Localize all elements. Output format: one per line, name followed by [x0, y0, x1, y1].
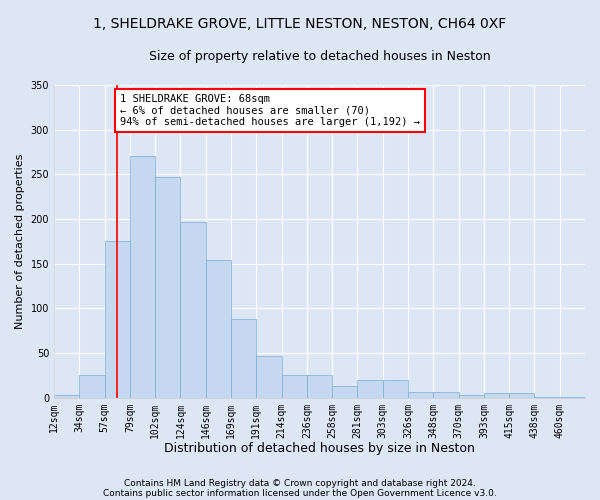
Bar	[383, 380, 408, 398]
Bar	[231, 319, 256, 398]
Text: 1, SHELDRAKE GROVE, LITTLE NESTON, NESTON, CH64 0XF: 1, SHELDRAKE GROVE, LITTLE NESTON, NESTO…	[94, 18, 506, 32]
Bar	[54, 395, 79, 398]
Bar	[79, 376, 104, 398]
Bar	[560, 397, 585, 398]
Text: Contains public sector information licensed under the Open Government Licence v3: Contains public sector information licen…	[103, 488, 497, 498]
Bar	[535, 397, 560, 398]
Bar	[155, 177, 181, 398]
Bar	[130, 156, 155, 398]
Bar	[358, 380, 383, 398]
Bar	[307, 376, 332, 398]
Bar	[256, 356, 281, 398]
Title: Size of property relative to detached houses in Neston: Size of property relative to detached ho…	[149, 50, 490, 63]
Bar	[281, 376, 307, 398]
Bar	[509, 394, 535, 398]
Text: Contains HM Land Registry data © Crown copyright and database right 2024.: Contains HM Land Registry data © Crown c…	[124, 478, 476, 488]
Bar	[408, 392, 433, 398]
Bar	[206, 260, 231, 398]
Bar	[433, 392, 458, 398]
Text: 1 SHELDRAKE GROVE: 68sqm
← 6% of detached houses are smaller (70)
94% of semi-de: 1 SHELDRAKE GROVE: 68sqm ← 6% of detache…	[120, 94, 420, 127]
Y-axis label: Number of detached properties: Number of detached properties	[15, 154, 25, 329]
Bar	[458, 395, 484, 398]
Bar	[484, 394, 509, 398]
Bar	[104, 242, 130, 398]
Bar	[181, 222, 206, 398]
X-axis label: Distribution of detached houses by size in Neston: Distribution of detached houses by size …	[164, 442, 475, 455]
Bar	[332, 386, 358, 398]
